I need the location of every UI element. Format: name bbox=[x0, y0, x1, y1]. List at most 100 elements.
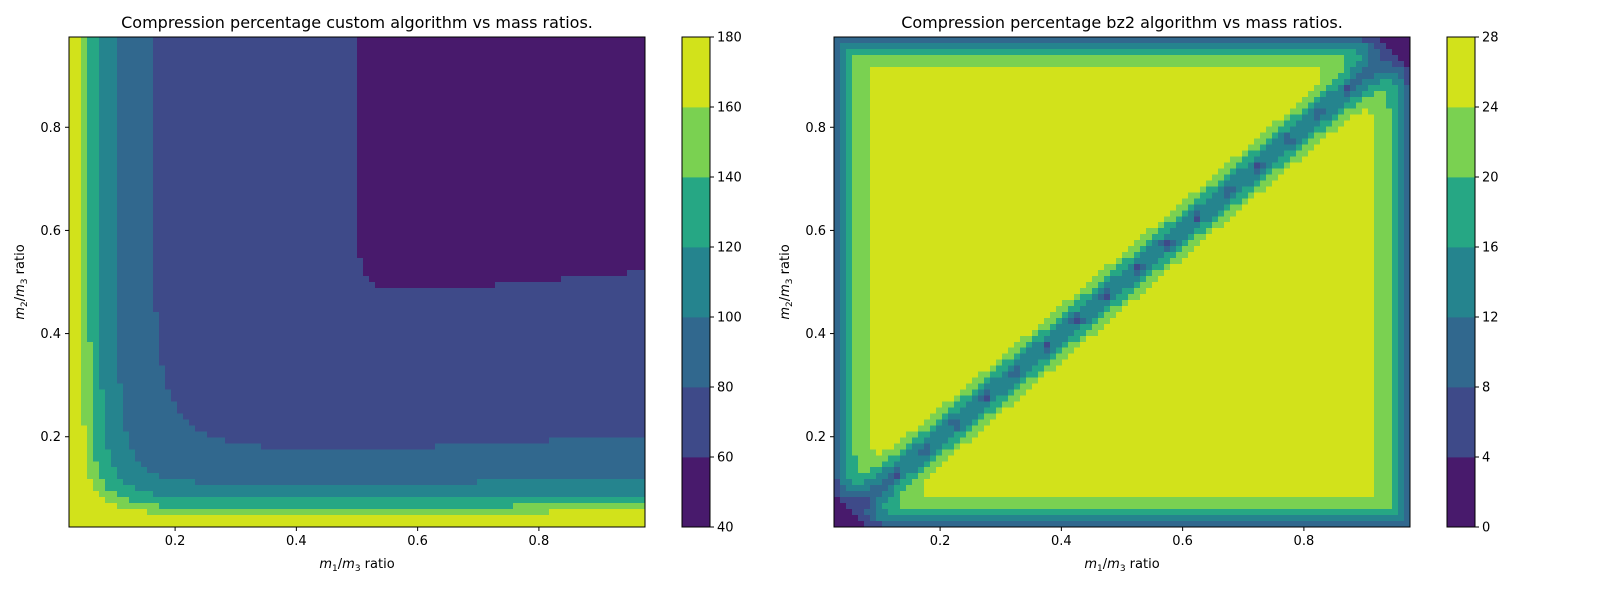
contour-cell bbox=[834, 293, 841, 301]
contour-cell bbox=[990, 365, 997, 373]
contour-cell bbox=[870, 299, 1063, 307]
contour-cell bbox=[81, 204, 88, 211]
contour-cell bbox=[81, 353, 94, 361]
contour-cell bbox=[1314, 108, 1327, 116]
contour-cell bbox=[870, 258, 1117, 265]
contour-cell bbox=[1374, 264, 1393, 271]
contour-cell bbox=[1224, 180, 1255, 187]
contour-cell bbox=[1194, 204, 1225, 211]
contour-cell bbox=[93, 407, 106, 415]
contour-cell bbox=[87, 60, 100, 68]
contour-cell bbox=[1152, 270, 1165, 277]
contour-cell bbox=[864, 521, 883, 528]
contour-cell bbox=[153, 84, 358, 92]
contour-cell bbox=[852, 395, 871, 403]
contour-cell bbox=[930, 413, 943, 421]
contour-cell bbox=[99, 192, 118, 199]
contour-cell bbox=[1398, 449, 1405, 456]
contour-cell bbox=[99, 347, 118, 355]
contour-cell bbox=[1398, 204, 1405, 211]
contour-cell bbox=[840, 48, 847, 56]
contour-cell bbox=[1176, 216, 1183, 223]
contour-cell bbox=[117, 150, 154, 158]
contour-cell bbox=[1392, 359, 1399, 367]
contour-cell bbox=[153, 186, 358, 193]
contour-cell bbox=[840, 168, 847, 176]
contour-cell bbox=[1212, 216, 1219, 223]
contour-cell bbox=[1356, 48, 1369, 56]
contour-cell bbox=[846, 467, 859, 474]
contour-cell bbox=[840, 401, 847, 409]
colorbar-tick-label: 140 bbox=[717, 171, 742, 186]
contour-cell bbox=[99, 186, 118, 193]
contour-cell bbox=[99, 317, 118, 325]
contour-cell bbox=[1398, 126, 1405, 134]
y-tick-label: 0.8 bbox=[40, 121, 61, 136]
contour-cell bbox=[1020, 377, 1027, 385]
contour-cell bbox=[1374, 120, 1393, 128]
contour-cell bbox=[1050, 353, 1057, 361]
contour-cell bbox=[1212, 174, 1225, 182]
colorbar-segment bbox=[1447, 37, 1475, 108]
contour-cell bbox=[69, 48, 82, 56]
contour-cell bbox=[99, 216, 118, 223]
contour-cell bbox=[1254, 186, 1267, 193]
contour-cell bbox=[1392, 222, 1399, 229]
contour-cell bbox=[840, 407, 847, 415]
contour-cell bbox=[918, 425, 931, 432]
contour-cell bbox=[870, 240, 1135, 247]
contour-cell bbox=[1398, 317, 1405, 325]
contour-cell bbox=[1398, 120, 1405, 128]
contour-cell bbox=[81, 270, 88, 277]
contour-cell bbox=[1206, 234, 1375, 241]
contour-cell bbox=[1404, 425, 1411, 432]
contour-cell bbox=[1398, 240, 1405, 247]
contour-cell bbox=[1374, 126, 1393, 134]
contour-cell bbox=[1350, 90, 1363, 98]
contour-cell bbox=[870, 359, 997, 367]
contour-cell bbox=[165, 377, 646, 385]
contour-cell bbox=[1374, 168, 1393, 176]
contour-cell bbox=[1392, 317, 1399, 325]
contour-cell bbox=[840, 431, 847, 438]
contour-cell bbox=[930, 461, 943, 468]
contour-cell bbox=[81, 180, 88, 187]
contour-cell bbox=[960, 419, 973, 427]
contour-cell bbox=[996, 365, 1009, 373]
contour-cell bbox=[1140, 246, 1147, 253]
contour-cell bbox=[135, 455, 646, 462]
contour-cell bbox=[1116, 311, 1375, 319]
contour-cell bbox=[834, 78, 841, 86]
contour-cell bbox=[99, 371, 118, 379]
contour-cell bbox=[972, 425, 985, 432]
contour-cell bbox=[357, 246, 646, 253]
contour-cell bbox=[1374, 419, 1393, 427]
contour-cell bbox=[1134, 252, 1141, 259]
contour-cell bbox=[105, 479, 124, 486]
contour-cell bbox=[1392, 491, 1399, 498]
contour-cell bbox=[1338, 126, 1375, 134]
contour-cell bbox=[1224, 204, 1231, 211]
contour-cell bbox=[357, 192, 646, 199]
contour-cell bbox=[1110, 305, 1123, 313]
contour-cell bbox=[87, 270, 100, 277]
contour-cell bbox=[357, 102, 646, 110]
contour-cell bbox=[846, 341, 853, 349]
contour-cell bbox=[1050, 311, 1063, 319]
contour-cell bbox=[834, 479, 841, 486]
contour-cell bbox=[840, 174, 847, 182]
contour-cell bbox=[990, 419, 1375, 427]
contour-cell bbox=[1404, 431, 1411, 438]
contour-cell bbox=[1050, 323, 1057, 331]
contour-cell bbox=[1404, 473, 1411, 480]
contour-cell bbox=[81, 198, 88, 205]
contour-cell bbox=[1398, 192, 1405, 199]
contour-cell bbox=[1230, 198, 1243, 205]
contour-cell bbox=[1404, 90, 1411, 98]
contour-cell bbox=[840, 72, 847, 80]
contour-cell bbox=[1032, 383, 1375, 391]
contour-cell bbox=[363, 264, 646, 271]
contour-cell bbox=[117, 37, 154, 44]
contour-cell bbox=[1398, 144, 1405, 152]
contour-cell bbox=[1374, 192, 1393, 199]
